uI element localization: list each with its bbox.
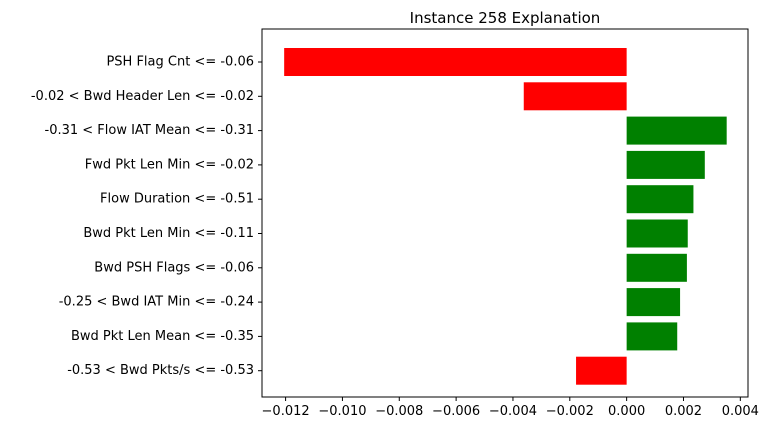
bar: [626, 322, 678, 351]
bar: [523, 82, 627, 111]
bars-group: [284, 48, 727, 385]
x-ticks: −0.012 −0.010 −0.008 −0.006 −0.004 −0.002 0.00…: [262, 397, 759, 419]
y-tick-label: PSH Flag Cnt <= -0.06: [106, 55, 254, 70]
y-tick-label: Bwd Pkt Len Min <= -0.11: [83, 226, 254, 241]
y-tick-label: -0.25 < Bwd IAT Min <= -0.24: [59, 295, 254, 310]
plot-area-frame: [261, 28, 749, 398]
x-tick-label: 0.002: [665, 404, 702, 419]
y-tick-label: Flow Duration <= -0.51: [100, 192, 254, 207]
bar: [626, 150, 705, 179]
y-tick-label: Fwd Pkt Len Min <= -0.02: [85, 157, 254, 172]
x-tick-label: −0.002: [546, 404, 594, 419]
y-tick-label: Bwd PSH Flags <= -0.06: [94, 260, 254, 275]
y-tick-labels: PSH Flag Cnt <= -0.06 -0.02 < Bwd Header …: [31, 55, 262, 378]
bar: [284, 48, 627, 76]
x-tick-label: 0.000: [608, 404, 645, 419]
bar: [576, 356, 627, 385]
x-tick-label: −0.012: [262, 404, 310, 419]
bar: [626, 116, 727, 145]
y-tick-label: Bwd Pkt Len Mean <= -0.35: [71, 329, 254, 344]
chart-title: Instance 258 Explanation: [410, 9, 601, 27]
bar: [626, 219, 688, 248]
y-tick-label: -0.53 < Bwd Pkts/s <= -0.53: [67, 363, 254, 378]
y-tick-label: -0.02 < Bwd Header Len <= -0.02: [31, 89, 254, 104]
x-tick-label: −0.008: [375, 404, 423, 419]
y-tick-label: -0.31 < Flow IAT Mean <= -0.31: [45, 123, 255, 138]
bar: [626, 288, 681, 317]
x-tick-label: −0.004: [489, 404, 537, 419]
x-tick-label: −0.010: [318, 404, 366, 419]
bar: [626, 185, 694, 214]
x-tick-label: 0.004: [722, 404, 759, 419]
x-tick-label: −0.006: [432, 404, 480, 419]
bar: [626, 253, 687, 282]
